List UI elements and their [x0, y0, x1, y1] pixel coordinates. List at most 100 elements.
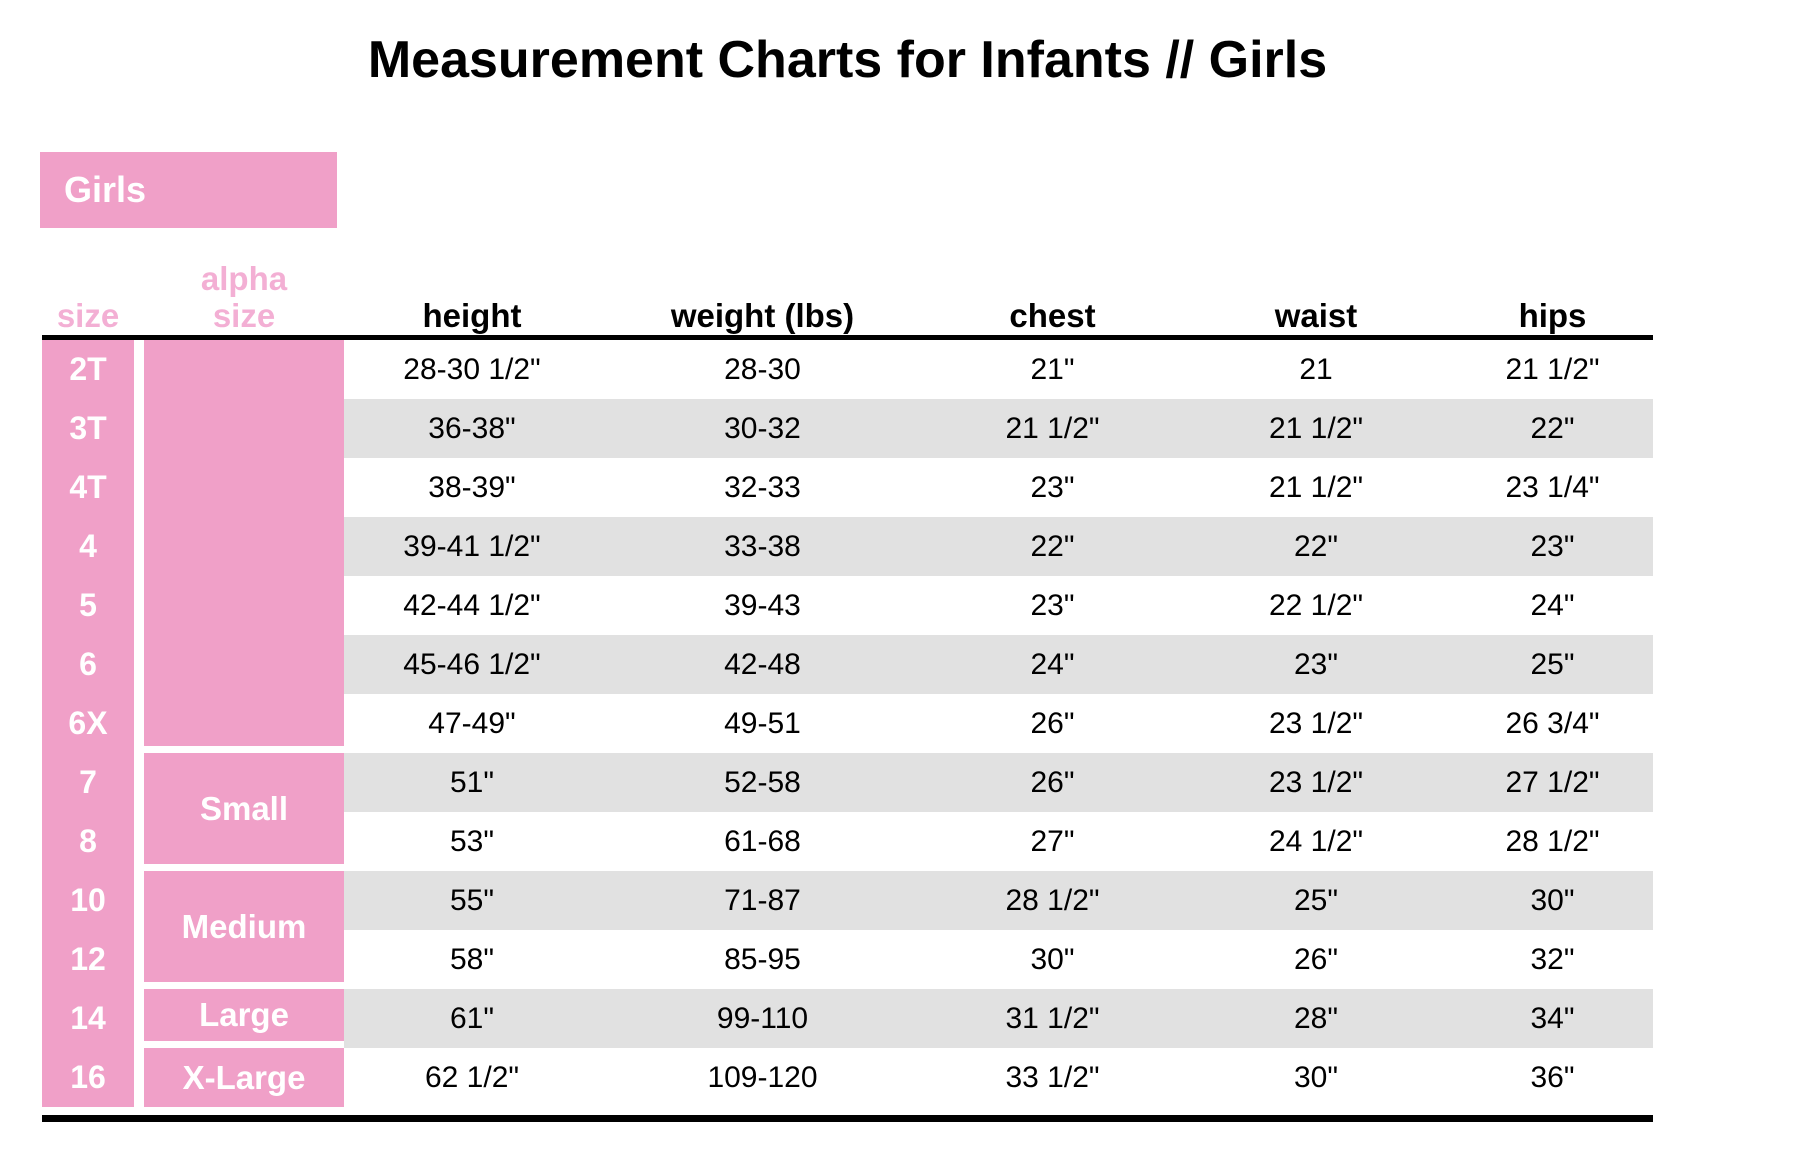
col-header-weight: weight (lbs)	[600, 228, 925, 340]
header-row: size alpha size height weight (lbs) chest…	[42, 228, 1653, 340]
height-cell: 38-39"	[344, 458, 600, 517]
waist-cell: 28"	[1180, 989, 1452, 1048]
col-header-hips: hips	[1452, 228, 1653, 340]
height-cell: 42-44 1/2"	[344, 576, 600, 635]
height-cell: 39-41 1/2"	[344, 517, 600, 576]
hips-cell: 23 1/4"	[1452, 458, 1653, 517]
col-header-waist: waist	[1180, 228, 1452, 340]
size-cell: 12	[42, 930, 144, 989]
height-cell: 36-38"	[344, 399, 600, 458]
weight-cell: 99-110	[600, 989, 925, 1048]
waist-cell: 23"	[1180, 635, 1452, 694]
waist-cell: 22 1/2"	[1180, 576, 1452, 635]
table-row: 2T 28-30 1/2" 28-30 21" 21 21 1/2"	[42, 340, 1653, 753]
weight-cell: 32-33	[600, 458, 925, 517]
table-row: 7 Small 51" 52-58 26" 23 1/2" 27 1/2"	[42, 753, 1653, 871]
hips-cell: 21 1/2"	[1452, 340, 1653, 399]
height-cell: 62 1/2"	[344, 1048, 600, 1107]
table-row: 3T 36-38" 30-32 21 1/2" 21 1/2" 22"	[42, 399, 1653, 458]
hips-cell: 28 1/2"	[1452, 812, 1653, 871]
group-header-girls: Girls	[40, 152, 337, 228]
weight-cell: 30-32	[600, 399, 925, 458]
alpha-group-cell: Small	[144, 753, 344, 871]
chest-cell: 24"	[925, 635, 1180, 694]
chest-cell: 22"	[925, 517, 1180, 576]
alpha-group-cell: Medium	[144, 871, 344, 989]
size-cell: 4	[42, 517, 144, 576]
chest-cell: 33 1/2"	[925, 1048, 1180, 1107]
height-cell: 55"	[344, 871, 600, 930]
bottom-rule	[42, 1115, 1653, 1122]
waist-cell: 21 1/2"	[1180, 458, 1452, 517]
chest-cell: 26"	[925, 694, 1180, 753]
waist-cell: 23 1/2"	[1180, 694, 1452, 753]
waist-cell: 23 1/2"	[1180, 753, 1452, 812]
hips-cell: 22"	[1452, 399, 1653, 458]
chest-cell: 23"	[925, 458, 1180, 517]
waist-cell: 24 1/2"	[1180, 812, 1452, 871]
measurement-table: size alpha size height weight (lbs) chest…	[42, 228, 1653, 1107]
table-row: 4T 38-39" 32-33 23" 21 1/2" 23 1/4"	[42, 458, 1653, 517]
height-cell: 51"	[344, 753, 600, 812]
hips-cell: 25"	[1452, 635, 1653, 694]
size-cell: 16	[42, 1048, 144, 1107]
weight-cell: 109-120	[600, 1048, 925, 1107]
chest-cell: 21"	[925, 340, 1180, 399]
col-header-alpha-size: alpha size	[144, 228, 344, 340]
table-row: 5 42-44 1/2" 39-43 23" 22 1/2" 24"	[42, 576, 1653, 635]
size-cell: 2T	[42, 340, 144, 399]
chest-cell: 26"	[925, 753, 1180, 812]
size-cell: 5	[42, 576, 144, 635]
alpha-group-cell: Large	[144, 989, 344, 1048]
table-row: 6 45-46 1/2" 42-48 24" 23" 25"	[42, 635, 1653, 694]
group-header-label: Girls	[64, 169, 147, 210]
weight-cell: 42-48	[600, 635, 925, 694]
waist-cell: 21	[1180, 340, 1452, 399]
waist-cell: 26"	[1180, 930, 1452, 989]
weight-cell: 71-87	[600, 871, 925, 930]
hips-cell: 32"	[1452, 930, 1653, 989]
table-row: 8 53" 61-68 27" 24 1/2" 28 1/2"	[42, 812, 1653, 871]
weight-cell: 39-43	[600, 576, 925, 635]
hips-cell: 34"	[1452, 989, 1653, 1048]
size-cell: 4T	[42, 458, 144, 517]
waist-cell: 30"	[1180, 1048, 1452, 1107]
alpha-group-cell: X-Large	[144, 1048, 344, 1107]
hips-cell: 24"	[1452, 576, 1653, 635]
height-cell: 61"	[344, 989, 600, 1048]
chest-cell: 27"	[925, 812, 1180, 871]
hips-cell: 26 3/4"	[1452, 694, 1653, 753]
size-cell: 10	[42, 871, 144, 930]
size-cell: 14	[42, 989, 144, 1048]
chest-cell: 21 1/2"	[925, 399, 1180, 458]
table-row: 4 39-41 1/2" 33-38 22" 22" 23"	[42, 517, 1653, 576]
table-row: 12 58" 85-95 30" 26" 32"	[42, 930, 1653, 989]
waist-cell: 22"	[1180, 517, 1452, 576]
waist-cell: 21 1/2"	[1180, 399, 1452, 458]
hips-cell: 30"	[1452, 871, 1653, 930]
hips-cell: 23"	[1452, 517, 1653, 576]
table-row: 16 X-Large 62 1/2" 109-120 33 1/2" 30" 3…	[42, 1048, 1653, 1107]
hips-cell: 27 1/2"	[1452, 753, 1653, 812]
chest-cell: 30"	[925, 930, 1180, 989]
weight-cell: 61-68	[600, 812, 925, 871]
weight-cell: 33-38	[600, 517, 925, 576]
hips-cell: 36"	[1452, 1048, 1653, 1107]
weight-cell: 49-51	[600, 694, 925, 753]
height-cell: 45-46 1/2"	[344, 635, 600, 694]
col-header-chest: chest	[925, 228, 1180, 340]
waist-cell: 25"	[1180, 871, 1452, 930]
col-header-height: height	[344, 228, 600, 340]
table-row: 14 Large 61" 99-110 31 1/2" 28" 34"	[42, 989, 1653, 1048]
alpha-group-cell	[144, 340, 344, 753]
height-cell: 53"	[344, 812, 600, 871]
chest-cell: 31 1/2"	[925, 989, 1180, 1048]
page-title: Measurement Charts for Infants // Girls	[367, 31, 1328, 89]
height-cell: 28-30 1/2"	[344, 340, 600, 399]
col-header-size: size	[42, 228, 144, 340]
size-cell: 6	[42, 635, 144, 694]
size-cell: 7	[42, 753, 144, 812]
chest-cell: 28 1/2"	[925, 871, 1180, 930]
height-cell: 47-49"	[344, 694, 600, 753]
chest-cell: 23"	[925, 576, 1180, 635]
